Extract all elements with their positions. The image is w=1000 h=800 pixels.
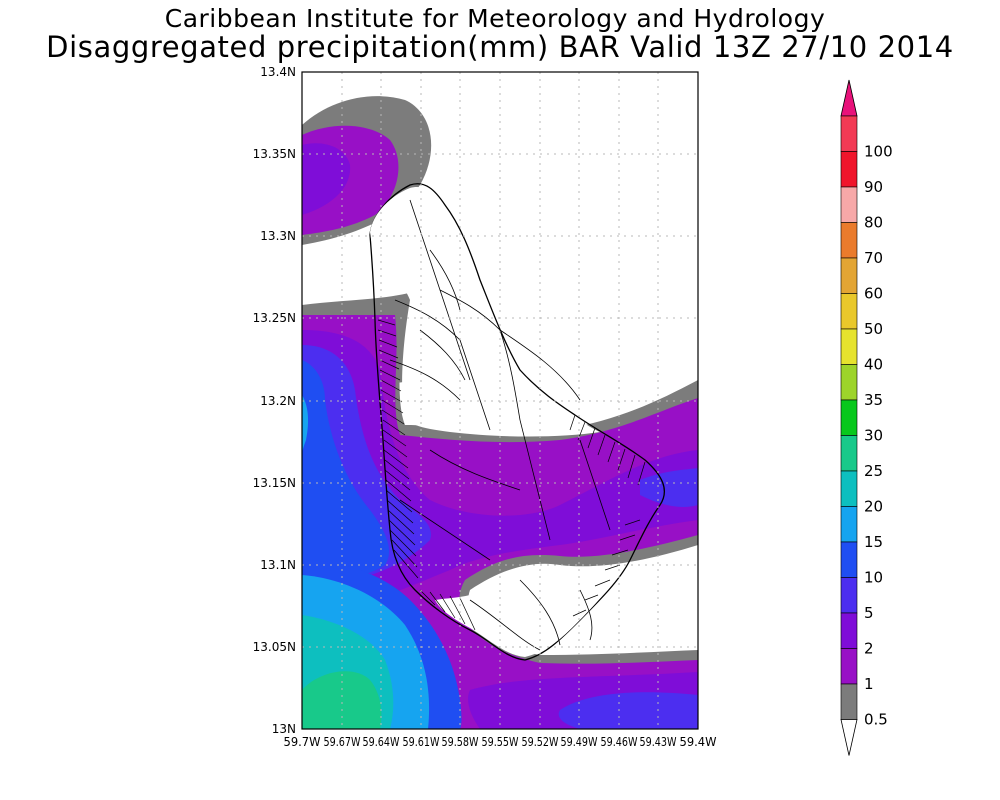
lat-tick-label: 13.2N <box>260 394 296 408</box>
lat-axis: 13.4N 13.35N 13.3N 13.25N 13.2N 13.15N 1… <box>253 65 296 736</box>
colorbar-label: 70 <box>864 249 883 267</box>
colorbar-label: 20 <box>864 498 883 516</box>
institute-title: Caribbean Institute for Meteorology and … <box>164 4 826 33</box>
colorbar-label: 2 <box>864 640 874 658</box>
colorbar-label: 60 <box>864 285 883 303</box>
colorbar-label: 1 <box>864 675 874 693</box>
colorbar-label: 5 <box>864 604 874 622</box>
colorbar-swatch <box>840 328 858 365</box>
contour-25-southwest <box>302 671 382 729</box>
colorbar-label: 40 <box>864 356 883 374</box>
colorbar-legend: 100 90 80 70 60 50 40 35 30 25 20 15 10 5 2 1 0.5 <box>840 79 893 756</box>
colorbar-label: 90 <box>864 178 883 196</box>
colorbar-top-arrow <box>840 79 858 117</box>
contour-15-west <box>302 395 309 455</box>
lon-tick-label: 59.4W <box>680 735 717 749</box>
colorbar-swatch <box>840 683 858 720</box>
contour-2-northwest <box>302 143 351 215</box>
lon-tick-label: 59.55W <box>482 735 519 749</box>
colorbar-label: 80 <box>864 214 883 232</box>
colorbar-label: 25 <box>864 462 883 480</box>
lat-tick-label: 13N <box>272 722 296 736</box>
contour-5-southeast <box>558 692 698 729</box>
plot-frame <box>301 71 699 730</box>
grid-lines <box>302 72 698 729</box>
lat-tick-label: 13.3N <box>260 229 296 243</box>
colorbar-swatch <box>840 506 858 543</box>
colorbar-label: 50 <box>864 320 883 338</box>
colorbar-swatch <box>840 186 858 223</box>
colorbar-swatch <box>840 470 858 507</box>
colorbar-label: 100 <box>864 143 893 161</box>
land-dry-south <box>435 575 615 657</box>
colorbar-swatch <box>840 541 858 578</box>
lon-axis: 59.7W 59.67W 59.64W 59.61W 59.58W 59.55W… <box>284 735 717 749</box>
colorbar-bottom-arrow <box>840 719 858 756</box>
lon-tick-label: 59.43W <box>640 735 677 749</box>
contour-10-west <box>302 360 390 585</box>
lat-tick-label: 13.4N <box>260 65 296 79</box>
lat-tick-label: 13.15N <box>253 476 296 490</box>
colorbar-label: 30 <box>864 427 883 445</box>
colorbar-swatch <box>840 151 858 188</box>
colorbar-label: 0.5 <box>864 711 888 729</box>
lon-tick-label: 59.52W <box>522 735 559 749</box>
lon-tick-label: 59.7W <box>284 735 321 749</box>
contour-5-east <box>640 468 698 507</box>
lon-tick-label: 59.61W <box>403 735 440 749</box>
colorbar-swatch <box>840 115 858 152</box>
lon-tick-label: 59.64W <box>363 735 400 749</box>
colorbar-label: 35 <box>864 391 883 409</box>
coastline-detail <box>377 319 646 631</box>
lon-tick-label: 59.49W <box>561 735 598 749</box>
colorbar-swatch <box>840 399 858 436</box>
colorbar-swatch <box>840 222 858 259</box>
lon-tick-label: 59.58W <box>442 735 479 749</box>
colorbar-label: 15 <box>864 533 883 551</box>
lat-tick-label: 13.1N <box>260 558 296 572</box>
colorbar-swatch <box>840 293 858 330</box>
lat-tick-label: 13.25N <box>253 311 296 325</box>
colorbar-swatch <box>840 648 858 685</box>
lon-tick-label: 59.46W <box>601 735 638 749</box>
colorbar-swatch <box>840 435 858 472</box>
land-dry-north <box>370 187 600 437</box>
colorbar-swatch <box>840 577 858 614</box>
colorbar-swatch <box>840 612 858 649</box>
lat-tick-label: 13.35N <box>253 147 296 161</box>
colorbar-swatch <box>840 257 858 294</box>
lon-tick-label: 59.67W <box>324 735 361 749</box>
colorbar-label: 10 <box>864 569 883 587</box>
colorbar-swatch <box>840 364 858 401</box>
lat-tick-label: 13.05N <box>253 640 296 654</box>
map-title: Disaggregated precipitation(mm) BAR Vali… <box>46 30 954 64</box>
